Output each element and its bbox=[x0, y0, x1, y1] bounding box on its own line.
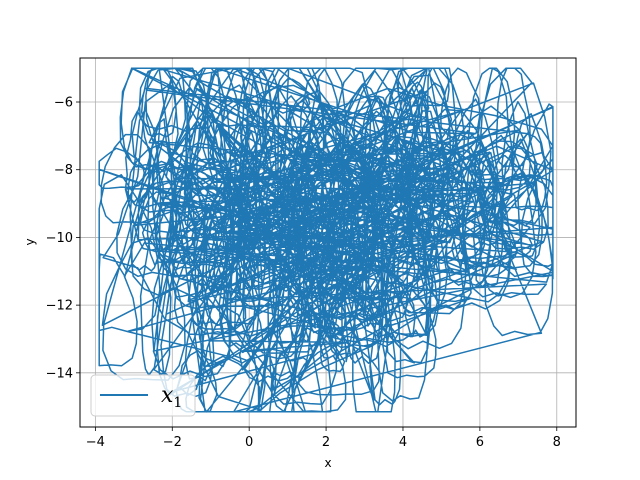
x-tick-label: 4 bbox=[399, 435, 407, 450]
x-tick-label: 6 bbox=[476, 435, 484, 450]
x-tick-label: −2 bbox=[163, 435, 182, 450]
plot-area-frame bbox=[79, 57, 577, 428]
y-axis-label: y bbox=[23, 238, 37, 245]
y-tick-label: −8 bbox=[54, 163, 73, 178]
y-tick-label: −6 bbox=[54, 96, 73, 111]
x-tick-label: 0 bbox=[245, 435, 253, 450]
series-group bbox=[98, 67, 554, 413]
legend-entry-label: x1 bbox=[161, 383, 182, 411]
series-line-x1 bbox=[98, 67, 554, 413]
x-axis-ticks: −4 −2 0 2 4 6 8 bbox=[86, 427, 561, 450]
x-axis-label: x bbox=[324, 456, 331, 470]
x-tick-label: 8 bbox=[553, 435, 561, 450]
x-tick-label: −4 bbox=[86, 435, 105, 450]
legend: x1 bbox=[90, 374, 196, 417]
y-tick-label: −12 bbox=[46, 299, 73, 314]
y-axis-ticks: −14 −12 −10 −8 −6 bbox=[46, 96, 80, 381]
y-tick-label: −10 bbox=[46, 231, 73, 246]
y-tick-label: −14 bbox=[46, 366, 73, 381]
x-tick-label: 2 bbox=[322, 435, 330, 450]
